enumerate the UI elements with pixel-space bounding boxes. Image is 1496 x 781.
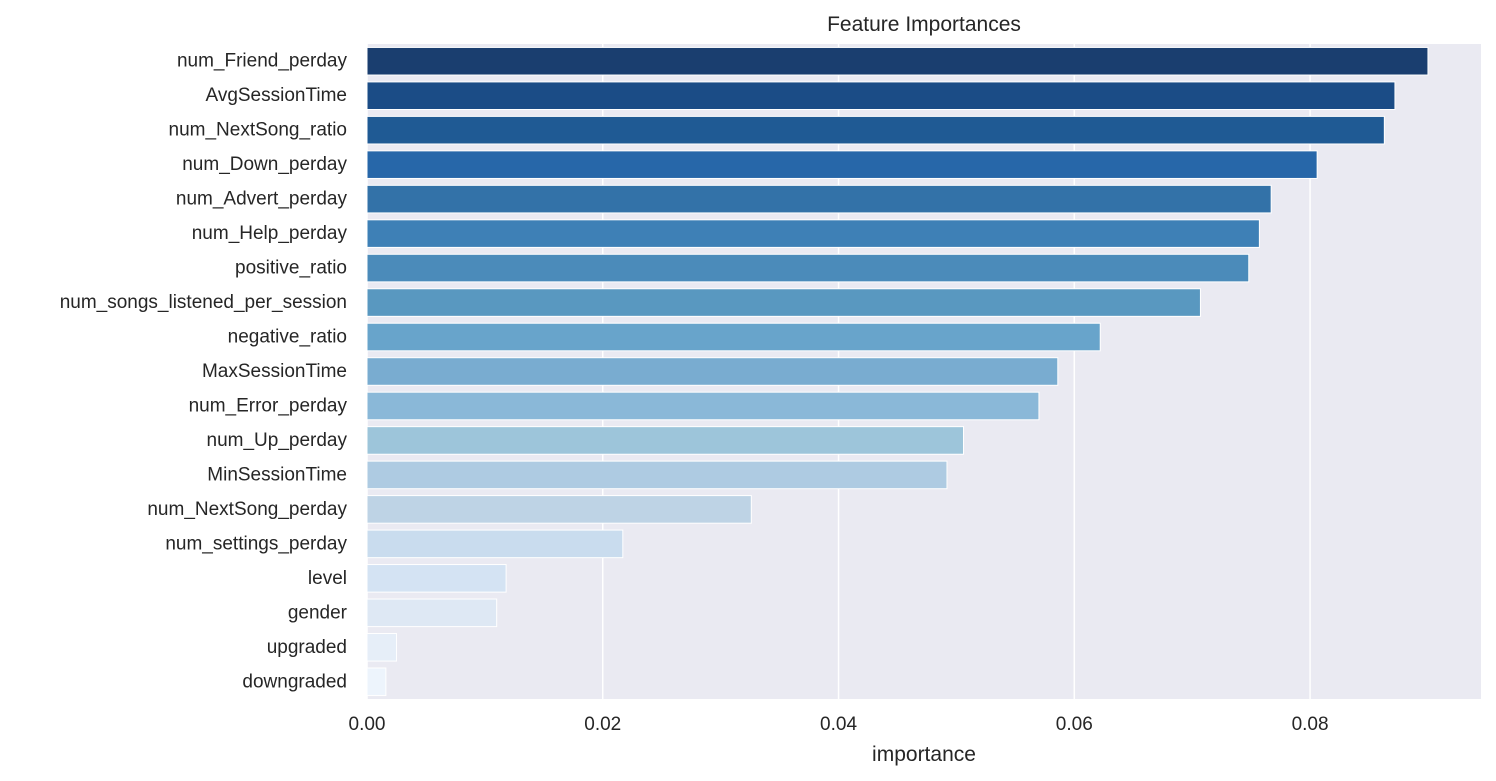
bar-upgraded bbox=[366, 633, 397, 662]
y-tick-label-num_songs_listened_per_session: num_songs_listened_per_session bbox=[60, 292, 347, 313]
x-tick-label-3: 0.06 bbox=[1056, 714, 1093, 735]
bar-MinSessionTime bbox=[366, 460, 948, 490]
x-tick-labels: 0.00 0.02 0.04 0.06 0.08 bbox=[349, 714, 1329, 735]
bar-negative_ratio bbox=[366, 322, 1101, 352]
y-tick-label-num_Error_perday: num_Error_perday bbox=[189, 395, 348, 416]
bar-num_Error_perday bbox=[366, 391, 1040, 421]
x-tick-label-2: 0.04 bbox=[820, 714, 857, 735]
y-tick-label-num_NextSong_perday: num_NextSong_perday bbox=[147, 499, 347, 520]
chart-title: Feature Importances bbox=[827, 13, 1021, 36]
bar-num_Down_perday bbox=[366, 150, 1318, 179]
bar-gender bbox=[366, 598, 498, 628]
bar-positive_ratio bbox=[366, 253, 1250, 283]
bar-num_Help_perday bbox=[366, 219, 1260, 248]
y-tick-label-MinSessionTime: MinSessionTime bbox=[207, 464, 347, 485]
bar-level bbox=[366, 564, 507, 593]
bar-num_Advert_perday bbox=[366, 184, 1272, 214]
x-tick-label-4: 0.08 bbox=[1292, 714, 1329, 735]
x-tick-label-1: 0.02 bbox=[584, 714, 621, 735]
y-tick-label-num_NextSong_ratio: num_NextSong_ratio bbox=[169, 120, 348, 141]
y-tick-label-downgraded: downgraded bbox=[242, 671, 347, 692]
y-tick-label-gender: gender bbox=[288, 602, 348, 623]
bar-downgraded bbox=[366, 667, 387, 697]
bar-MaxSessionTime bbox=[366, 357, 1059, 386]
y-tick-label-num_settings_perday: num_settings_perday bbox=[165, 533, 347, 554]
bar-num_NextSong_ratio bbox=[366, 115, 1385, 145]
y-tick-label-positive_ratio: positive_ratio bbox=[235, 258, 347, 279]
y-tick-label-num_Down_perday: num_Down_perday bbox=[182, 154, 347, 175]
bar-num_NextSong_perday bbox=[366, 495, 752, 524]
x-tick-label-0: 0.00 bbox=[349, 714, 386, 735]
x-axis-label: importance bbox=[872, 743, 976, 766]
bar-num_settings_perday bbox=[366, 529, 624, 559]
y-tick-label-MaxSessionTime: MaxSessionTime bbox=[202, 361, 347, 382]
y-tick-label-upgraded: upgraded bbox=[267, 637, 347, 658]
y-tick-label-num_Advert_perday: num_Advert_perday bbox=[176, 189, 348, 210]
y-tick-label-negative_ratio: negative_ratio bbox=[228, 327, 347, 348]
y-tick-label-num_Help_perday: num_Help_perday bbox=[192, 223, 348, 244]
y-tick-label-AvgSessionTime: AvgSessionTime bbox=[205, 85, 347, 106]
y-tick-labels: num_Friend_perday AvgSessionTime num_NextS… bbox=[60, 51, 348, 693]
y-tick-label-num_Friend_perday: num_Friend_perday bbox=[177, 51, 348, 72]
y-tick-label-level: level bbox=[308, 568, 347, 589]
bars bbox=[366, 46, 1429, 697]
y-tick-label-num_Up_perday: num_Up_perday bbox=[207, 430, 348, 451]
bar-AvgSessionTime bbox=[366, 81, 1396, 110]
bar-num_songs_listened_per_session bbox=[366, 288, 1201, 317]
bar-num_Up_perday bbox=[366, 426, 964, 455]
bar-num_Friend_perday bbox=[366, 46, 1429, 76]
